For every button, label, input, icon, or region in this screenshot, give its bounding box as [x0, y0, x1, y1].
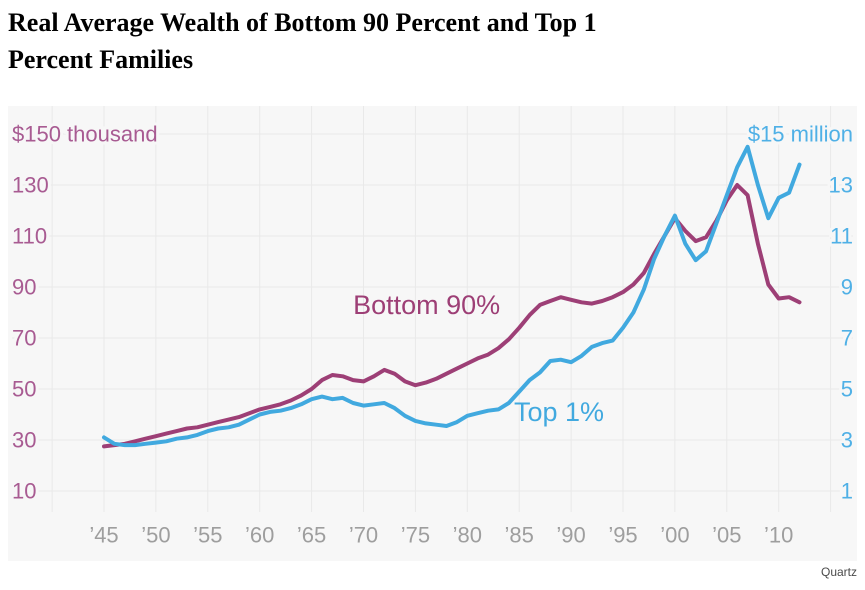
chart-title-line-1: Real Average Wealth of Bottom 90 Percent… — [8, 8, 597, 37]
x-axis-tick-label: ’75 — [401, 523, 430, 548]
right-axis-tick-label: 9 — [841, 275, 853, 300]
right-axis-tick-label: 7 — [841, 326, 853, 351]
x-axis-tick-label: ’80 — [453, 523, 482, 548]
source-attribution: Quartz — [820, 565, 857, 579]
x-axis-tick-label: ’50 — [141, 523, 170, 548]
left-axis-tick-label: 30 — [12, 428, 36, 453]
right-axis-tick-label: 3 — [841, 428, 853, 453]
series-label-bottom-90: Bottom 90% — [353, 290, 500, 320]
chart-title: Real Average Wealth of Bottom 90 Percent… — [8, 4, 597, 78]
series-label-top-1: Top 1% — [514, 397, 604, 427]
right-axis-tick-label: 11 — [830, 224, 853, 249]
right-axis-tick-label: 1 — [841, 479, 853, 504]
x-axis-tick-label: ’65 — [297, 523, 326, 548]
plot-background — [8, 106, 857, 561]
chart-title-line-2: Percent Families — [8, 45, 194, 74]
x-axis-tick-label: ’05 — [712, 523, 741, 548]
left-axis-tick-label: 130 — [12, 173, 49, 198]
x-axis-tick-label: ’10 — [764, 523, 793, 548]
right-axis-tick-label: 13 — [829, 173, 853, 198]
left-axis-tick-label: 90 — [12, 275, 36, 300]
left-axis-unit-label: $150 thousand — [12, 122, 158, 147]
right-axis-tick-label: 5 — [841, 377, 853, 402]
left-axis-tick-label: 10 — [12, 479, 36, 504]
x-axis-tick-label: ’60 — [245, 523, 274, 548]
x-axis-tick-label: ’00 — [660, 523, 689, 548]
right-axis-unit-label: $15 million — [748, 122, 853, 147]
left-axis-tick-label: 110 — [12, 224, 47, 249]
x-axis-tick-label: ’45 — [89, 523, 118, 548]
line-bottom-90 — [102, 183, 802, 449]
line-top-1 — [102, 144, 802, 448]
left-axis-tick-label: 50 — [12, 377, 36, 402]
x-axis-tick-label: ’95 — [608, 523, 637, 548]
x-axis-tick-label: ’85 — [505, 523, 534, 548]
left-axis-tick-label: 70 — [12, 326, 36, 351]
x-axis-tick-label: ’90 — [556, 523, 585, 548]
x-axis-tick-label: ’55 — [193, 523, 222, 548]
x-axis-tick-label: ’70 — [349, 523, 378, 548]
